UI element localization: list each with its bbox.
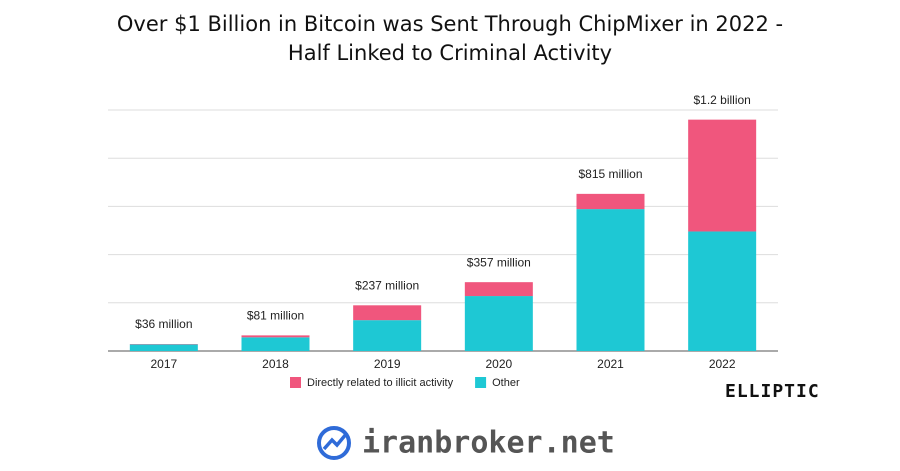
total-label: $357 million [467, 255, 531, 269]
total-label: $1.2 billion [693, 93, 750, 107]
bar-segment [576, 193, 645, 210]
total-label: $81 million [247, 309, 304, 323]
legend-swatch [475, 377, 487, 388]
total-label: $237 million [355, 278, 419, 292]
bar-segment [241, 335, 310, 338]
x-tick-label: 2018 [262, 357, 289, 371]
logo: ELLIPTIC [725, 381, 820, 402]
x-tick-label: 2022 [709, 357, 736, 371]
bar-segment [576, 209, 645, 351]
bar-segment [464, 296, 533, 351]
bar-segment [241, 337, 310, 351]
bar-segment [353, 320, 422, 351]
chart-title: Over $1 Billion in Bitcoin was Sent Thro… [116, 12, 784, 65]
watermark: iranbroker.net [317, 426, 615, 461]
bar-segment [129, 344, 198, 351]
legend-swatch [290, 377, 301, 388]
bar-segment [688, 231, 757, 351]
watermark-icon [317, 426, 351, 460]
watermark-text: iranbroker.net [362, 426, 615, 461]
watermark-icon-arrow [322, 431, 349, 451]
total-label: $815 million [578, 167, 642, 181]
bar-segment [464, 282, 533, 297]
x-tick-label: 2020 [485, 357, 512, 371]
bar-segment [688, 119, 757, 232]
legend-label: Directly related to illicit activity [307, 377, 454, 389]
x-tick-label: 2019 [374, 357, 401, 371]
total-label: $36 million [135, 317, 192, 331]
x-tick-label: 2021 [597, 357, 624, 371]
bar-segment [353, 305, 422, 321]
x-tick-label: 2017 [150, 357, 177, 371]
legend-label: Other [492, 377, 520, 389]
